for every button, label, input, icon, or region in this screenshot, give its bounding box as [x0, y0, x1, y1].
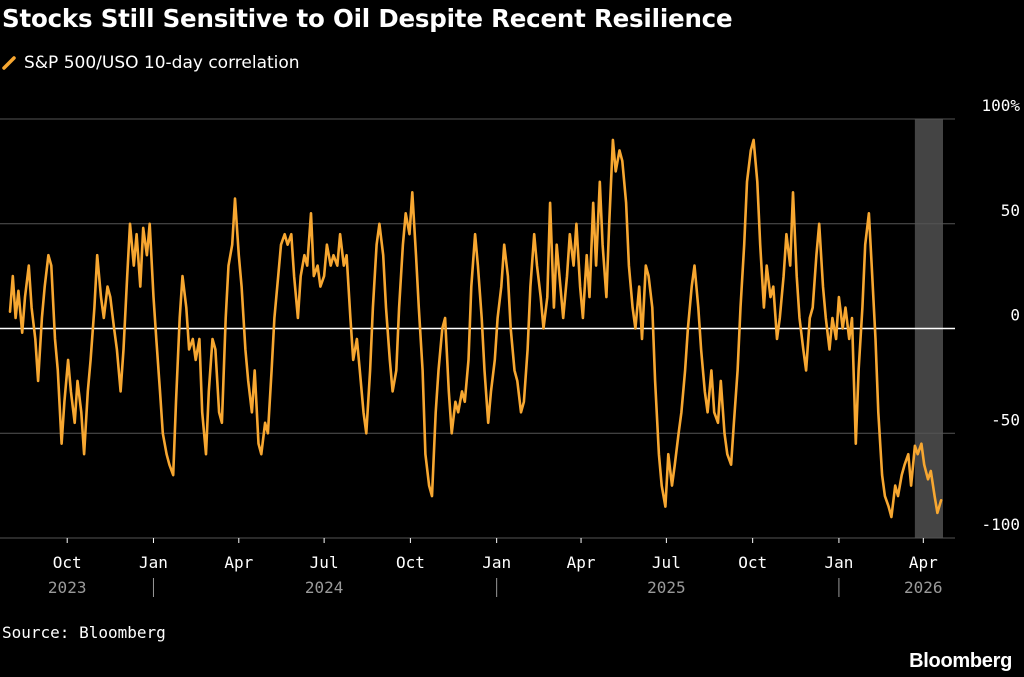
series-line: [8, 138, 943, 519]
legend-swatch-icon: [2, 56, 16, 70]
y-tick-label: 0: [1010, 306, 1020, 325]
x-tick-label: Jan: [139, 553, 168, 572]
y-tick-label: -100: [981, 515, 1020, 534]
x-tick-label: Apr: [909, 553, 938, 572]
year-label: 2026: [904, 578, 943, 597]
source-note: Source: Bloomberg: [2, 623, 166, 642]
year-label: 2025: [647, 578, 686, 597]
x-tick-label: Jul: [310, 553, 339, 572]
x-tick-label: Apr: [567, 553, 596, 572]
x-tick-label: Oct: [53, 553, 82, 572]
x-tick-label: Jan: [824, 553, 853, 572]
year-label: 2024: [305, 578, 344, 597]
x-tick-label: Oct: [738, 553, 767, 572]
y-tick-label: 100%: [981, 96, 1020, 115]
legend: S&P 500/USO 10-day correlation: [2, 53, 300, 73]
chart-title: Stocks Still Sensitive to Oil Despite Re…: [2, 4, 733, 33]
year-label: 2023: [48, 578, 87, 597]
x-tick-label: Jan: [482, 553, 511, 572]
y-tick-label: -50: [991, 410, 1020, 429]
x-tick-label: Oct: [396, 553, 425, 572]
brand-logo: Bloomberg: [909, 650, 1012, 672]
y-tick-label: 50: [1001, 201, 1020, 220]
x-tick-label: Jul: [652, 553, 681, 572]
x-tick-label: Apr: [224, 553, 253, 572]
legend-label: S&P 500/USO 10-day correlation: [24, 53, 300, 73]
